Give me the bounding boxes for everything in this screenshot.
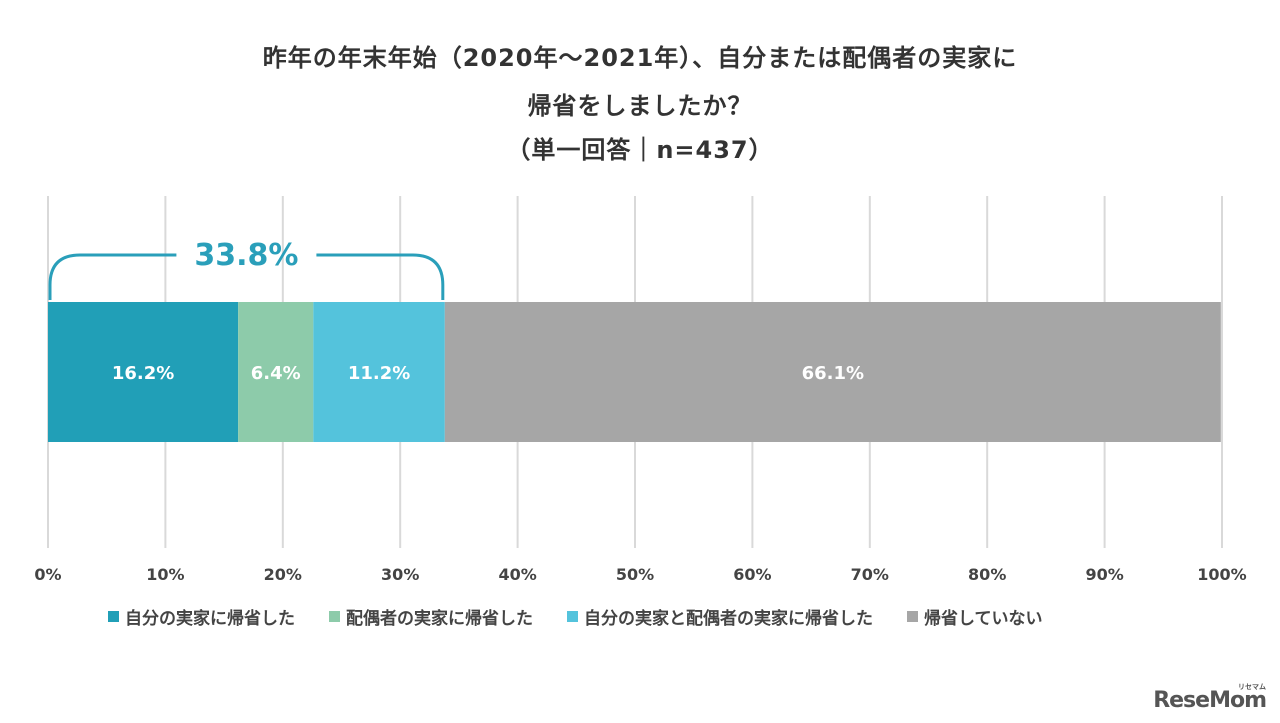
x-tick-label: 90% [1085,565,1123,584]
legend-swatch [329,611,340,622]
x-tick-label: 0% [34,565,61,584]
x-tick-label: 80% [968,565,1006,584]
chart-subtitle: （単一回答｜n=437） [506,136,774,164]
bar-segment-2 [238,302,314,442]
chart-legend: 自分の実家に帰省した 配偶者の実家に帰省した 自分の実家と配偶者の実家に帰省した 帰省… [108,604,1077,629]
x-tick-label: 70% [851,565,889,584]
data-label: 11.2% [348,363,410,384]
x-tick-label: 60% [733,565,771,584]
x-tick-label: 10% [146,565,184,584]
resemom-logo: ReseMom リセマム [1153,683,1267,713]
x-tick-label: 100% [1197,565,1246,584]
data-label: 6.4% [251,363,301,384]
chart-title-line-1: 昨年の年末年始（2020年〜2021年）、自分または配偶者の実家に [262,44,1018,72]
bar-segment-3 [313,302,445,442]
logo-subtext: リセマム [1238,683,1266,691]
legend-label: 自分の実家と配偶者の実家に帰省した [584,609,873,629]
legend-swatch [108,611,119,622]
x-tick-label: 20% [264,565,302,584]
x-tick-label: 40% [498,565,536,584]
legend-label: 帰省していない [924,609,1043,629]
legend-swatch [567,611,578,622]
x-tick-label: 50% [616,565,654,584]
legend-item: 自分の実家と配偶者の実家に帰省した [567,604,873,629]
annotation-label: 33.8% [194,238,298,273]
bar-segment-4 [444,302,1221,442]
annotation-bracket [48,253,445,300]
legend-item: 配偶者の実家に帰省した [329,604,533,629]
x-tick-label: 30% [381,565,419,584]
legend-label: 自分の実家に帰省した [125,609,295,629]
legend-swatch [907,611,918,622]
data-label: 16.2% [112,363,174,384]
chart-title-line-2: 帰省をしましたか？ [527,92,753,120]
legend-item: 自分の実家に帰省した [108,604,295,629]
data-label: 66.1% [802,363,864,384]
legend-item: 帰省していない [907,604,1043,629]
logo-text: ReseMom [1153,688,1267,713]
bar-segment-1 [48,302,239,442]
legend-label: 配偶者の実家に帰省した [346,609,533,629]
